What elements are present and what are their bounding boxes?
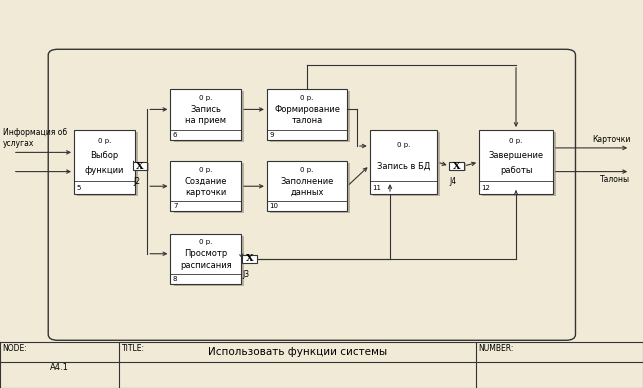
Bar [479, 130, 553, 194]
Text: 0 р.: 0 р. [199, 95, 212, 101]
Text: 9: 9 [269, 132, 274, 138]
Text: карточки: карточки [185, 188, 226, 197]
Text: функции: функции [85, 166, 124, 175]
Text: 6: 6 [173, 132, 177, 138]
Bar [370, 130, 437, 194]
Text: на прием: на прием [185, 116, 226, 125]
Bar [449, 162, 464, 170]
Text: 0 р.: 0 р. [199, 239, 212, 245]
Bar [174, 236, 244, 286]
Text: Формирование: Формирование [274, 105, 340, 114]
Text: талона: талона [291, 116, 323, 125]
Text: 11: 11 [372, 185, 381, 191]
Bar [170, 234, 241, 284]
Bar [74, 130, 135, 194]
Text: Выбор: Выбор [91, 151, 118, 160]
Text: Карточки: Карточки [592, 135, 630, 144]
Bar [451, 163, 466, 171]
Text: данных: данных [290, 188, 324, 197]
Text: Использовать функции системы: Использовать функции системы [208, 347, 387, 357]
Text: Информация об
услугах: Информация об услугах [3, 128, 68, 148]
Text: Просмотр: Просмотр [184, 249, 228, 258]
Text: 10: 10 [269, 203, 278, 210]
Bar [133, 162, 147, 170]
Text: J3: J3 [242, 270, 249, 279]
Text: J2: J2 [133, 177, 140, 186]
Bar [267, 89, 347, 140]
Text: 7: 7 [173, 203, 177, 210]
Text: NUMBER:: NUMBER: [478, 344, 514, 353]
Bar [174, 163, 244, 213]
Text: Создание: Создание [185, 177, 227, 186]
Bar [244, 256, 258, 264]
Bar [242, 255, 257, 263]
Bar [135, 163, 149, 171]
Bar [267, 161, 347, 211]
Text: 8: 8 [173, 276, 177, 282]
Text: Талоны: Талоны [600, 175, 630, 184]
Text: X: X [453, 161, 460, 171]
Text: Завершение: Завершение [489, 151, 543, 160]
Bar [373, 132, 440, 196]
Text: 5: 5 [77, 185, 81, 191]
Text: 0 р.: 0 р. [509, 138, 523, 144]
Text: 12: 12 [482, 185, 491, 191]
Text: 0 р.: 0 р. [199, 167, 212, 173]
Text: 0 р.: 0 р. [300, 167, 314, 173]
Text: расписания: расписания [180, 261, 231, 270]
Text: X: X [136, 161, 144, 171]
Text: работы: работы [500, 166, 532, 175]
Text: J4: J4 [449, 177, 457, 186]
Bar [170, 161, 241, 211]
Text: 0 р.: 0 р. [98, 138, 111, 144]
Bar [270, 91, 350, 142]
Bar [482, 132, 556, 196]
Text: Запись: Запись [190, 105, 221, 114]
Text: A4.1: A4.1 [50, 363, 69, 372]
Text: NODE:: NODE: [3, 344, 27, 353]
Text: X: X [246, 254, 253, 263]
Text: Запись в БД: Запись в БД [377, 161, 430, 170]
Bar [270, 163, 350, 213]
Text: 0 р.: 0 р. [300, 95, 314, 101]
Text: 0 р.: 0 р. [397, 142, 410, 148]
Bar [170, 89, 241, 140]
Bar [77, 132, 138, 196]
Text: TITLE:: TITLE: [122, 344, 145, 353]
Text: Заполнение: Заполнение [280, 177, 334, 186]
Bar [174, 91, 244, 142]
